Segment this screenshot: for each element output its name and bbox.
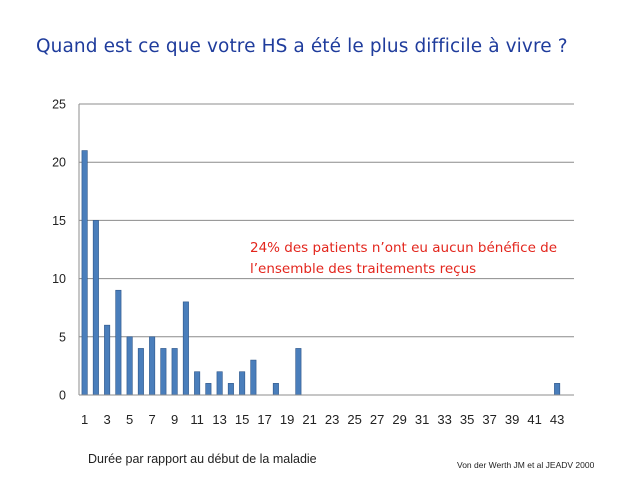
x-tick-label: 27 — [370, 412, 384, 427]
bar — [227, 383, 234, 396]
x-tick-label: 35 — [460, 412, 474, 427]
bar — [295, 348, 302, 396]
slide-title: Quand est ce que votre HS a été le plus … — [36, 36, 568, 57]
y-tick-label: 10 — [52, 272, 66, 286]
x-tick-label: 9 — [171, 412, 178, 427]
x-tick-label: 7 — [149, 412, 156, 427]
y-tick-label: 5 — [59, 330, 66, 344]
bar — [239, 371, 246, 396]
annotation-line-2: l’ensemble des traitements reçus — [250, 261, 477, 277]
bar — [171, 348, 178, 396]
y-tick-label: 25 — [52, 98, 66, 112]
source-citation: Von der Werth JM et al JEADV 2000 — [457, 460, 595, 470]
x-tick-label: 21 — [302, 412, 316, 427]
x-tick-label: 37 — [482, 412, 496, 427]
bar — [81, 150, 88, 396]
bar — [104, 324, 111, 396]
bar — [182, 301, 189, 396]
bar — [554, 383, 561, 396]
x-tick-label: 31 — [415, 412, 429, 427]
bars — [81, 150, 561, 396]
bar — [137, 348, 144, 396]
bar — [250, 359, 257, 396]
y-axis-tick-labels: 0 5 10 15 20 25 — [52, 98, 66, 403]
bar — [160, 348, 167, 396]
x-tick-label: 5 — [126, 412, 133, 427]
x-tick-label: 41 — [527, 412, 541, 427]
annotation-box: 24% des patients n’ont eu aucun bénéfice… — [250, 238, 590, 280]
y-tick-label: 20 — [52, 156, 66, 170]
x-axis-tick-labels: 1 3 5 7 9 11 13 15 17 19 21 23 25 27 29 31 33 35 37 39 41 43 — [81, 412, 564, 427]
y-tick-label: 15 — [52, 214, 66, 228]
bar — [92, 220, 99, 396]
bar — [216, 371, 223, 396]
x-tick-label: 17 — [257, 412, 271, 427]
x-tick-label: 11 — [190, 412, 204, 427]
y-tick-label: 0 — [59, 389, 66, 403]
bar — [205, 383, 212, 396]
x-axis-label: Durée par rapport au début de la maladie — [88, 452, 317, 466]
bar — [149, 336, 156, 396]
annotation-line-1: 24% des patients n’ont eu aucun bénéfice… — [250, 240, 558, 256]
x-tick-label: 29 — [392, 412, 406, 427]
x-tick-label: 19 — [280, 412, 294, 427]
x-tick-label: 15 — [235, 412, 249, 427]
gridlines — [79, 103, 574, 338]
x-tick-label: 23 — [325, 412, 339, 427]
x-tick-label: 3 — [104, 412, 111, 427]
x-tick-label: 25 — [347, 412, 361, 427]
bar — [126, 336, 133, 396]
x-tick-label: 1 — [81, 412, 88, 427]
x-tick-label: 33 — [437, 412, 451, 427]
bar — [115, 289, 122, 396]
bar — [272, 383, 279, 396]
x-tick-label: 13 — [212, 412, 226, 427]
bar — [194, 371, 201, 396]
x-tick-label: 43 — [550, 412, 564, 427]
x-tick-label: 39 — [505, 412, 519, 427]
